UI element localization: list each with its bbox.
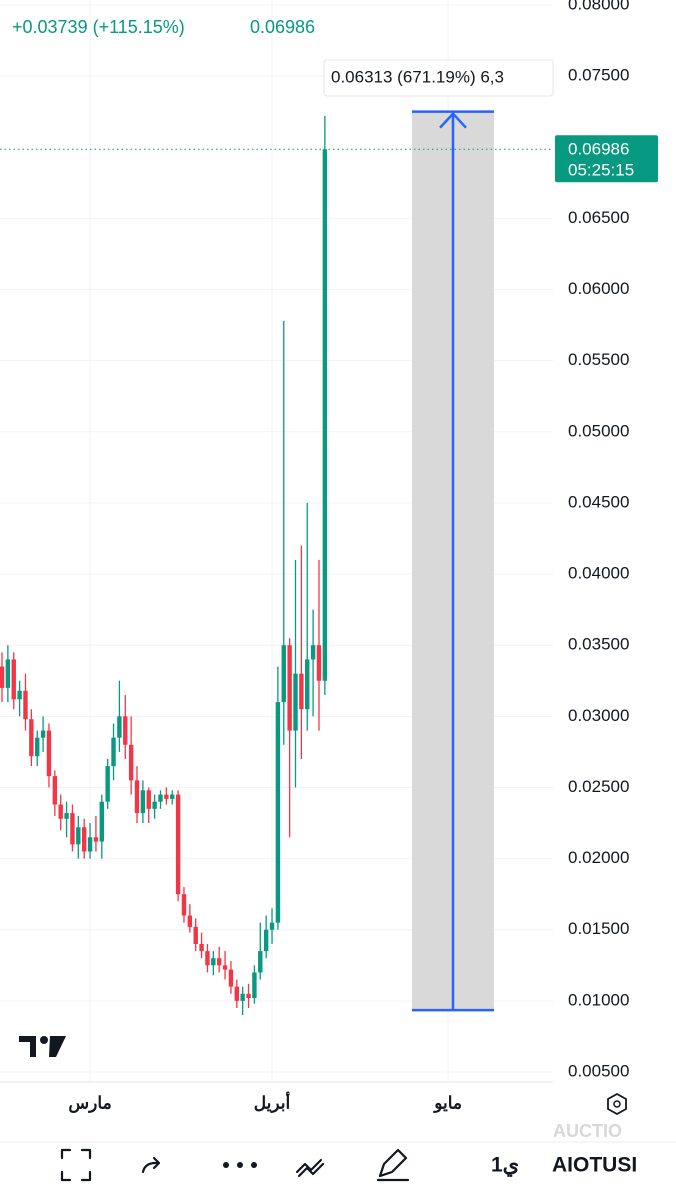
candle-body (99, 801, 104, 842)
y-tick-label: 0.05000 (568, 421, 629, 440)
tv-logo (19, 1036, 66, 1057)
y-tick-label: 0.06500 (568, 208, 629, 227)
candle-body (316, 645, 322, 681)
candle-body (193, 926, 198, 944)
candle-body (152, 801, 157, 809)
candle-body (275, 702, 281, 923)
candle-body (64, 813, 69, 819)
candle-body (117, 716, 122, 738)
y-tick-label: 0.03500 (568, 635, 629, 654)
candle-body (58, 804, 63, 819)
y-tick-label: 0.04000 (568, 564, 629, 583)
candle-body (23, 690, 28, 720)
candle-body (81, 827, 87, 852)
candle-body (146, 790, 151, 809)
y-tick-label: 0.01500 (568, 919, 629, 938)
y-tick-label: 0.08000 (568, 0, 629, 13)
y-tick-label: 0.03000 (568, 706, 629, 725)
candle-body (105, 766, 110, 802)
candle-body (158, 794, 163, 802)
candle-body (111, 737, 116, 767)
candle-body (322, 149, 328, 681)
candle-body (11, 659, 16, 700)
candle-body (17, 690, 22, 700)
candle-body (123, 716, 128, 745)
candle-body (216, 958, 222, 966)
y-tick-label: 0.04500 (568, 492, 629, 511)
candle-body (76, 827, 81, 845)
candle-body (87, 837, 93, 852)
candle-body (246, 993, 251, 999)
candle-body (299, 673, 304, 710)
candle-body (52, 776, 58, 805)
candle-body (293, 673, 298, 731)
candle-body (205, 951, 210, 966)
candle-body (287, 645, 292, 731)
candle-body (258, 951, 263, 973)
y-tick-label: 0.07500 (568, 66, 629, 85)
candle-body (305, 659, 310, 710)
x-tick-label: أبريل (254, 1090, 291, 1113)
candle-body (170, 794, 175, 799)
candle-body (164, 794, 169, 799)
last-price-label: 0.06986 (568, 140, 629, 159)
x-tick-label: مايو (432, 1093, 462, 1113)
pen-icon[interactable] (376, 1148, 410, 1182)
candle-body (128, 744, 134, 781)
candle-body (40, 730, 46, 738)
last-price-box (555, 135, 658, 183)
measure-label-box (323, 59, 554, 97)
candle-body (269, 922, 275, 930)
candle-body (228, 969, 234, 987)
countdown: 05:25:15 (568, 161, 634, 180)
drawing-tools-icon[interactable] (295, 1158, 325, 1178)
y-tick-label: 0.05500 (568, 350, 629, 369)
candle-body (46, 730, 52, 777)
symbol[interactable]: AIOTUSI (552, 1154, 637, 1177)
redo-icon[interactable] (141, 1156, 161, 1174)
header-price: 0.06986 (250, 17, 315, 37)
faded-label: AUCTIO (553, 1121, 622, 1141)
y-tick-label: 0.00500 (568, 1062, 629, 1081)
candle-body (134, 780, 140, 814)
candle-body (211, 958, 216, 966)
candle-body (222, 965, 228, 970)
candle-body (181, 894, 187, 916)
candle-body (0, 666, 5, 688)
candle-body (281, 645, 286, 703)
measure-arrowhead (439, 111, 467, 129)
candle-body (35, 737, 40, 757)
candle-body (93, 837, 99, 842)
more-icon[interactable] (223, 1162, 257, 1168)
candle-body (263, 929, 269, 952)
measure-label: 0.06313 (671.19%) 6,3 (331, 67, 504, 86)
candle-body (310, 645, 316, 660)
y-tick-label: 0.02500 (568, 777, 629, 796)
y-tick-label: 0.02000 (568, 848, 629, 867)
candle-body (140, 790, 146, 814)
settings-icon[interactable] (607, 1092, 627, 1116)
candle-body (234, 986, 239, 1001)
plot: 0.06313 (671.19%) 6,3 (0, 59, 554, 1016)
header-change: +0.03739 (+115.15%) (12, 17, 185, 37)
candle-body (70, 813, 75, 845)
candle-body (240, 993, 245, 1001)
candle-body (5, 659, 11, 688)
candle-body (199, 943, 204, 952)
fullscreen-icon[interactable] (60, 1148, 92, 1182)
y-tick-label: 0.06000 (568, 279, 629, 298)
candle-body (29, 719, 34, 757)
candle-body (252, 972, 257, 999)
interval[interactable]: 1ي (491, 1154, 519, 1178)
x-tick-label: مارس (68, 1093, 111, 1113)
y-tick-label: 0.01000 (568, 990, 629, 1009)
candle-body (175, 794, 181, 895)
candle-body (187, 915, 193, 927)
